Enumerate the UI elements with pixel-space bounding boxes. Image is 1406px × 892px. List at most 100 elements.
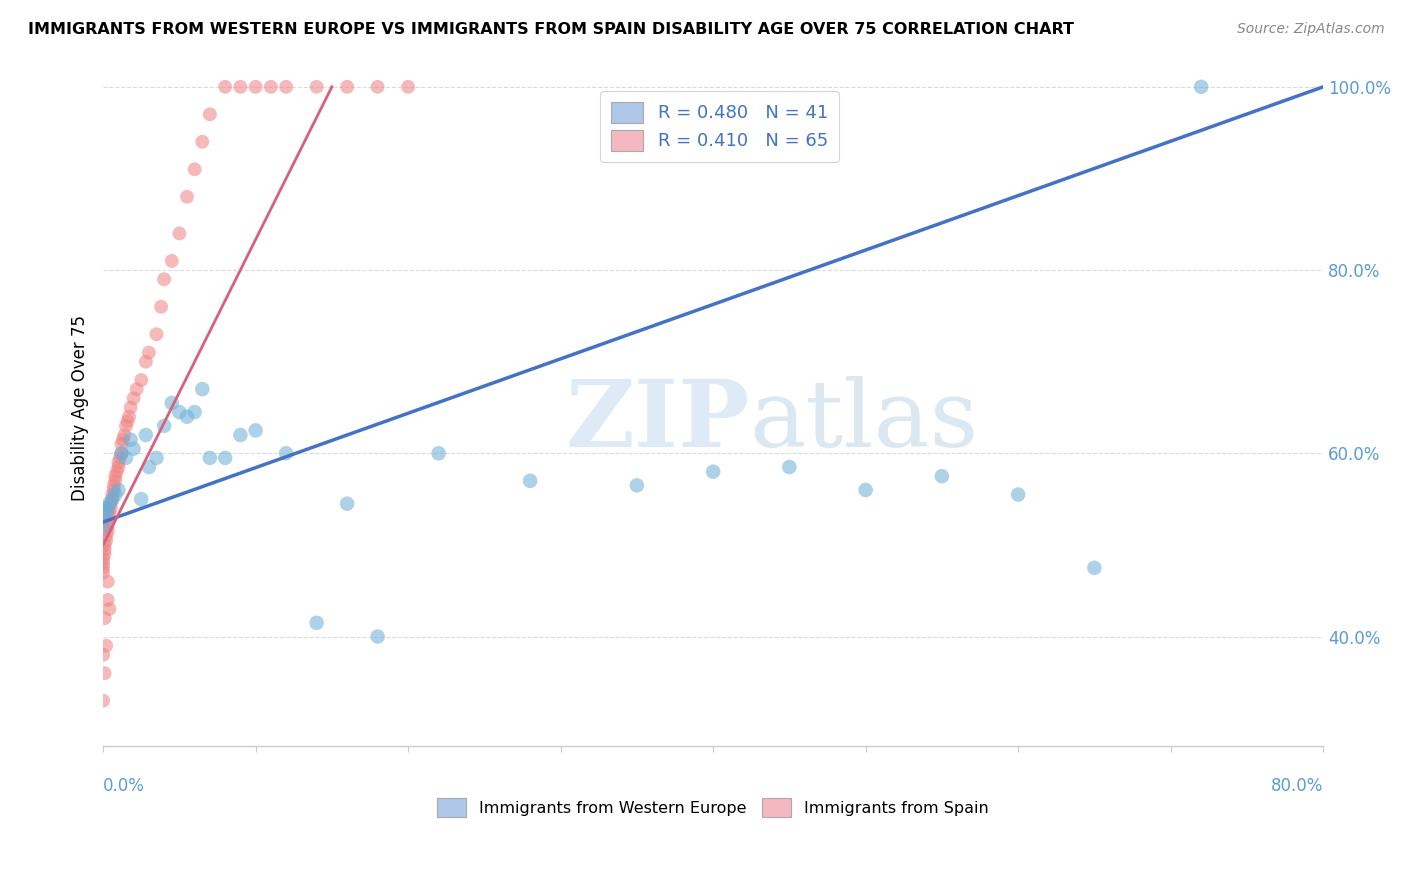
Text: 80.0%: 80.0% xyxy=(1271,777,1323,795)
Text: atlas: atlas xyxy=(749,376,979,466)
Point xyxy=(214,79,236,94)
Point xyxy=(96,506,118,520)
Point xyxy=(101,492,124,507)
Point xyxy=(191,135,214,149)
Point xyxy=(93,542,115,557)
Point xyxy=(1189,79,1212,94)
Point xyxy=(138,460,160,475)
Point xyxy=(129,492,152,507)
Point xyxy=(108,450,131,465)
Point xyxy=(97,501,120,516)
Point xyxy=(138,345,160,359)
Point xyxy=(336,497,359,511)
Point xyxy=(931,469,953,483)
Point xyxy=(778,460,800,475)
Point xyxy=(91,510,114,524)
Point xyxy=(214,450,236,465)
Point xyxy=(98,510,121,524)
Point xyxy=(245,79,267,94)
Point xyxy=(229,79,252,94)
Point xyxy=(107,460,129,475)
Point xyxy=(855,483,877,497)
Point xyxy=(626,478,648,492)
Point xyxy=(93,501,115,516)
Point xyxy=(91,561,114,575)
Point xyxy=(198,450,221,465)
Point xyxy=(114,428,136,442)
Point xyxy=(91,519,114,533)
Point xyxy=(305,615,328,630)
Point xyxy=(104,487,127,501)
Point xyxy=(183,405,205,419)
Point xyxy=(160,254,183,268)
Point xyxy=(104,469,127,483)
Point xyxy=(276,79,298,94)
Point xyxy=(98,506,121,520)
Point xyxy=(122,392,145,406)
Point xyxy=(150,300,173,314)
Point xyxy=(93,611,115,625)
Point xyxy=(91,566,114,580)
Point xyxy=(97,524,120,539)
Point xyxy=(91,648,114,662)
Point xyxy=(110,437,132,451)
Text: IMMIGRANTS FROM WESTERN EUROPE VS IMMIGRANTS FROM SPAIN DISABILITY AGE OVER 75 C: IMMIGRANTS FROM WESTERN EUROPE VS IMMIGR… xyxy=(28,22,1074,37)
Point xyxy=(118,409,141,424)
Point xyxy=(120,401,142,415)
Point xyxy=(427,446,450,460)
Point xyxy=(702,465,724,479)
Legend: Immigrants from Western Europe, Immigrants from Spain: Immigrants from Western Europe, Immigran… xyxy=(432,792,995,823)
Point xyxy=(98,497,121,511)
Text: 0.0%: 0.0% xyxy=(103,777,145,795)
Point xyxy=(110,446,132,460)
Point xyxy=(367,79,389,94)
Point xyxy=(120,433,142,447)
Point xyxy=(169,405,191,419)
Point xyxy=(97,515,120,529)
Point xyxy=(103,478,125,492)
Point xyxy=(91,556,114,570)
Point xyxy=(93,538,115,552)
Point xyxy=(103,483,125,497)
Point xyxy=(100,501,122,516)
Point xyxy=(153,272,176,286)
Point xyxy=(115,450,138,465)
Point xyxy=(396,79,419,94)
Point xyxy=(107,483,129,497)
Point xyxy=(169,227,191,241)
Point xyxy=(1007,487,1029,501)
Point xyxy=(97,574,120,589)
Point xyxy=(93,666,115,681)
Point xyxy=(276,446,298,460)
Point xyxy=(110,446,132,460)
Point xyxy=(101,487,124,501)
Point xyxy=(176,190,198,204)
Point xyxy=(336,79,359,94)
Point xyxy=(122,442,145,456)
Point xyxy=(260,79,283,94)
Point xyxy=(115,418,138,433)
Point xyxy=(97,519,120,533)
Point xyxy=(129,373,152,387)
Point xyxy=(107,455,129,469)
Point xyxy=(245,424,267,438)
Point xyxy=(97,593,120,607)
Point xyxy=(183,162,205,177)
Point xyxy=(100,497,122,511)
Point xyxy=(145,450,167,465)
Point xyxy=(191,382,214,396)
Point xyxy=(111,433,134,447)
Text: ZIP: ZIP xyxy=(565,376,749,466)
Point xyxy=(105,465,128,479)
Point xyxy=(1083,561,1105,575)
Point xyxy=(135,428,157,442)
Y-axis label: Disability Age Over 75: Disability Age Over 75 xyxy=(72,315,89,500)
Point xyxy=(153,418,176,433)
Point xyxy=(96,533,118,548)
Point xyxy=(125,382,148,396)
Point xyxy=(91,694,114,708)
Point xyxy=(305,79,328,94)
Point xyxy=(145,327,167,342)
Point xyxy=(93,547,115,561)
Point xyxy=(176,409,198,424)
